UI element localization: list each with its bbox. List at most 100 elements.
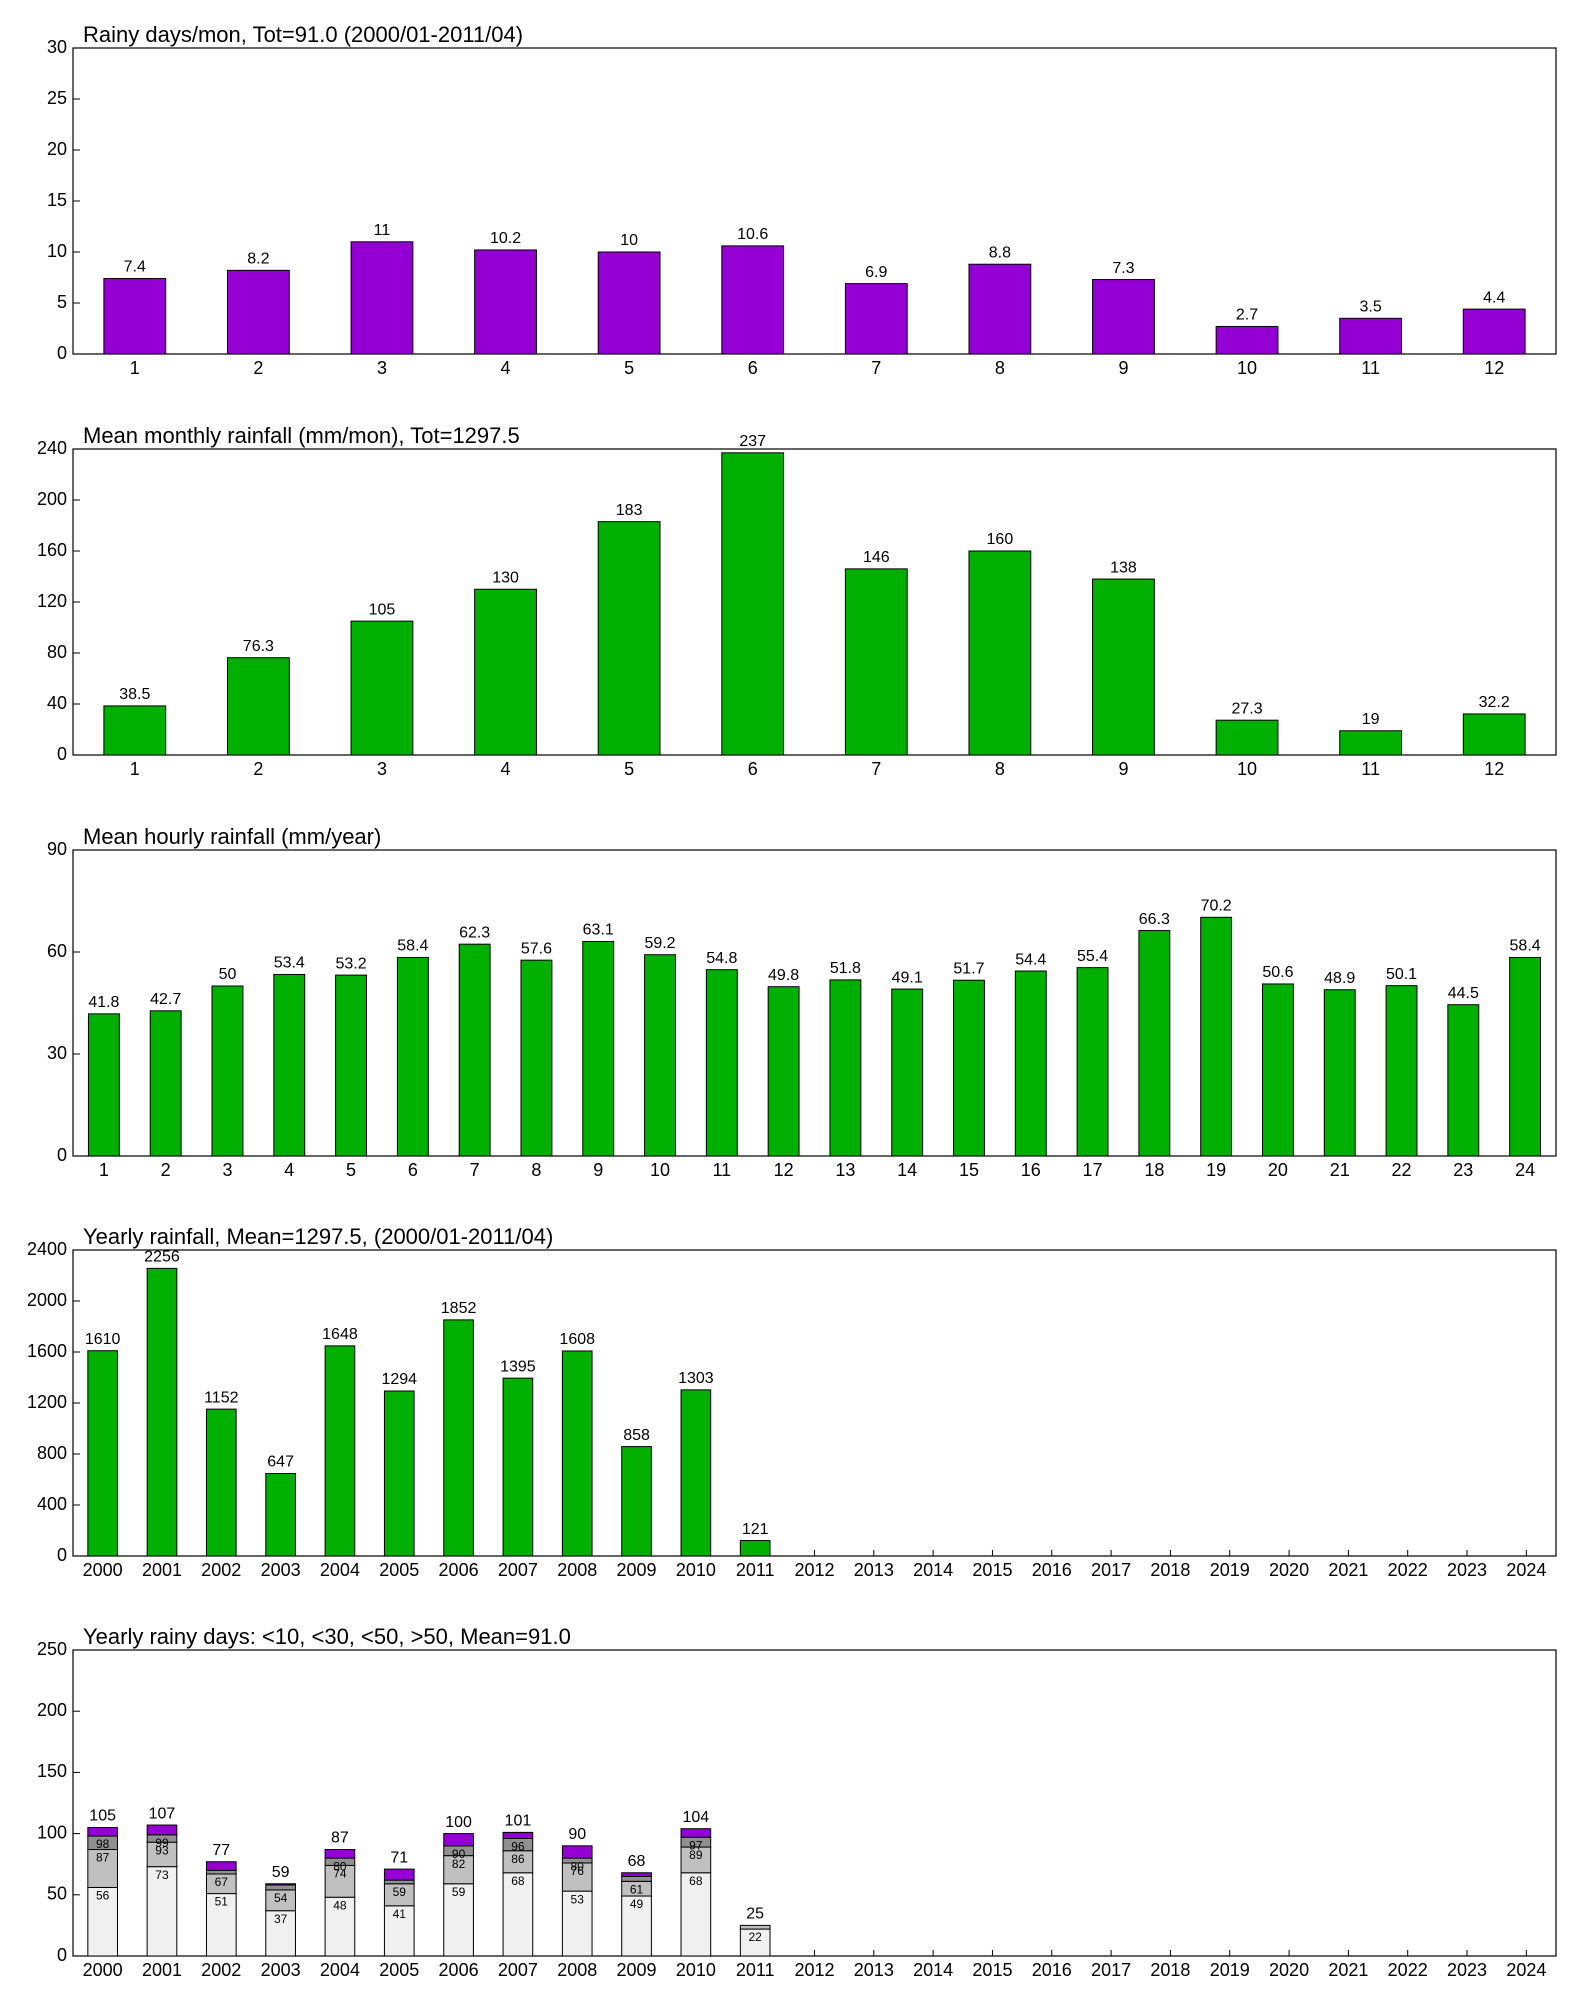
segment-label: 25 [746, 1906, 764, 1923]
bar [1014, 970, 1047, 1157]
bar [680, 1389, 712, 1557]
y-tick-label: 0 [57, 1945, 67, 1965]
bar [87, 1013, 120, 1157]
x-tick-label: 2010 [676, 1560, 716, 1580]
value-label: 1852 [441, 1300, 477, 1317]
value-label: 138 [1110, 559, 1137, 576]
y-tick-label: 250 [37, 1639, 67, 1659]
bar [149, 1010, 182, 1157]
bar-segment [265, 1883, 296, 1886]
segment-label: 99 [155, 1836, 169, 1850]
bar [597, 521, 661, 756]
segment-label: 48 [333, 1898, 347, 1912]
value-label: 10 [620, 232, 638, 249]
bar [335, 974, 368, 1157]
value-label: 130 [492, 569, 519, 586]
x-tick-label: 2019 [1210, 1960, 1250, 1980]
x-tick-label: 2023 [1447, 1960, 1487, 1980]
bar [739, 1540, 771, 1557]
x-tick-label: 2018 [1150, 1560, 1190, 1580]
value-label: 11 [374, 222, 391, 239]
value-label: 51.7 [953, 960, 984, 977]
x-tick-label: 21 [1330, 1160, 1350, 1180]
value-label: 10.2 [490, 230, 521, 247]
x-tick-label: 2016 [1032, 1560, 1072, 1580]
x-tick-label: 9 [1118, 759, 1128, 779]
segment-label: 87 [96, 1851, 110, 1865]
x-tick-label: 4 [501, 358, 511, 378]
bar-segment [87, 1886, 118, 1957]
bar [582, 940, 615, 1157]
bar [205, 1408, 237, 1557]
x-tick-label: 8 [531, 1160, 541, 1180]
x-tick-label: 2013 [854, 1960, 894, 1980]
x-tick-label: 19 [1206, 1160, 1226, 1180]
y-tick-label: 120 [37, 591, 67, 611]
value-label: 6.9 [865, 264, 887, 281]
x-tick-label: 9 [1118, 358, 1128, 378]
segment-label: 89 [689, 1848, 703, 1862]
segment-label: 90 [452, 1847, 466, 1861]
value-label: 76.3 [243, 638, 274, 655]
value-label: 54.8 [706, 950, 737, 967]
x-tick-label: 2009 [617, 1560, 657, 1580]
x-tick-label: 12 [1484, 759, 1504, 779]
value-label: 10.6 [737, 226, 768, 243]
chart-title: Mean hourly rainfall (mm/year) [83, 824, 381, 849]
x-tick-label: 2004 [320, 1560, 360, 1580]
x-tick-label: 2007 [498, 1960, 538, 1980]
x-tick-label: 10 [1237, 358, 1257, 378]
value-label: 1303 [678, 1370, 714, 1387]
value-label: 1294 [381, 1371, 417, 1388]
x-tick-label: 2 [161, 1160, 171, 1180]
bar [644, 954, 676, 1157]
value-label: 50.6 [1262, 964, 1293, 981]
y-tick-label: 5 [57, 292, 67, 312]
x-tick-label: 2017 [1091, 1560, 1131, 1580]
bar-segment [561, 1845, 593, 1859]
bar-segment [621, 1895, 652, 1957]
bar [1462, 308, 1526, 355]
chart-title: Yearly rainfall, Mean=1297.5, (2000/01-2… [83, 1224, 553, 1249]
segment-label: 71 [390, 1849, 408, 1866]
x-tick-label: 2000 [83, 1560, 123, 1580]
x-tick-label: 6 [408, 1160, 418, 1180]
segment-label: 22 [749, 1930, 763, 1944]
x-tick-label: 12 [1484, 358, 1504, 378]
segment-label: 82 [452, 1857, 466, 1871]
x-tick-label: 1 [99, 1160, 109, 1180]
x-tick-label: 2019 [1210, 1560, 1250, 1580]
x-tick-label: 11 [712, 1160, 731, 1180]
y-tick-label: 90 [47, 839, 67, 859]
x-tick-label: 2001 [142, 1560, 182, 1580]
bar [265, 1473, 296, 1557]
bar [1509, 956, 1542, 1157]
x-tick-label: 22 [1392, 1160, 1412, 1180]
bar [1261, 983, 1294, 1157]
x-tick-label: 2003 [261, 1960, 301, 1980]
bar-segment [265, 1910, 296, 1957]
bar-segment [324, 1896, 356, 1957]
segment-label: 105 [89, 1808, 116, 1825]
x-tick-label: 2021 [1328, 1960, 1368, 1980]
bar-segment [205, 1869, 237, 1875]
segment-label: 68 [689, 1874, 703, 1888]
bar-segment [383, 1868, 415, 1881]
x-tick-label: 1 [130, 358, 140, 378]
bar [844, 568, 908, 756]
bar [103, 278, 167, 355]
x-tick-label: 2012 [794, 1560, 834, 1580]
bar [891, 988, 924, 1157]
bar [1462, 713, 1526, 756]
segment-label: 37 [274, 1912, 288, 1926]
x-tick-label: 2015 [972, 1560, 1012, 1580]
x-tick-label: 13 [835, 1160, 855, 1180]
bar-segment [680, 1828, 712, 1838]
plot-frame [72, 849, 1557, 1157]
value-label: 48.9 [1324, 970, 1355, 987]
segment-label: 96 [511, 1840, 525, 1854]
x-tick-label: 2009 [617, 1960, 657, 1980]
bar-segment [324, 1864, 356, 1898]
x-tick-label: 2015 [972, 1960, 1012, 1980]
x-tick-label: 2018 [1150, 1960, 1190, 1980]
